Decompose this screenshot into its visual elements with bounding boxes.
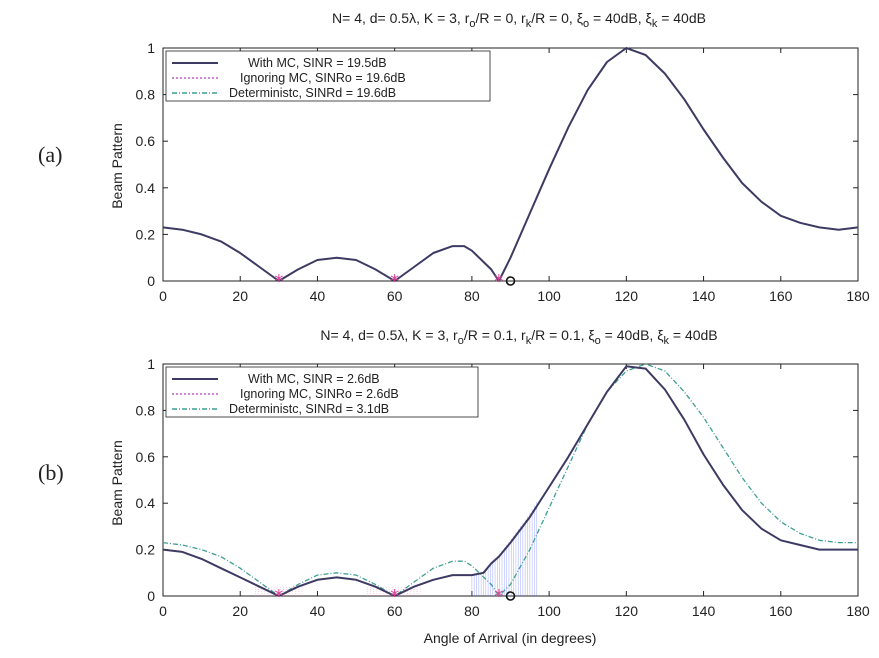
legend-box-a bbox=[165, 50, 491, 102]
x-tick-label: 40 bbox=[310, 288, 326, 304]
x-tick-label: 120 bbox=[615, 603, 639, 619]
target-marker bbox=[505, 591, 516, 601]
x-tick-label: 100 bbox=[537, 288, 561, 304]
x-axis-label-b: Angle of Arrival (in degrees) bbox=[424, 630, 597, 646]
series-line-with-mc bbox=[162, 365, 858, 597]
y-tick-label: 0.8 bbox=[136, 402, 156, 418]
y-axis-label-a: Beam Pattern bbox=[109, 123, 125, 209]
legend-box-b bbox=[165, 366, 479, 418]
null-marker: * bbox=[274, 586, 283, 607]
markers-a: * * * bbox=[274, 271, 516, 292]
legend-label-ignoring-mc-a: Ignoring MC, SINRo = 19.6dB bbox=[240, 71, 406, 85]
legend-b: With MC, SINR = 2.6dB Ignoring MC, SINRo… bbox=[165, 366, 479, 418]
x-tick-label: 160 bbox=[769, 288, 793, 304]
plot-frame-a bbox=[162, 47, 859, 282]
null-marker: * bbox=[494, 586, 503, 607]
x-tick-label: 60 bbox=[387, 603, 403, 619]
chart-title-b: N= 4, d= 0.5λ, K = 3, ro/R = 0.1, rk/R =… bbox=[320, 327, 717, 347]
null-marker: * bbox=[390, 586, 399, 607]
y-tick-label: 0 bbox=[147, 588, 155, 604]
y-tick-label: 0.4 bbox=[136, 180, 156, 196]
x-tick-label: 60 bbox=[387, 288, 403, 304]
ticks-b: 0 20 40 60 80 100 120 140 160 180 0 0.2 0.4 0.6 0.8 1 bbox=[136, 356, 870, 619]
x-tick-label: 120 bbox=[615, 288, 639, 304]
x-tick-label: 160 bbox=[769, 603, 793, 619]
y-tick-label: 0.4 bbox=[136, 495, 156, 511]
x-tick-label: 180 bbox=[846, 603, 870, 619]
y-tick-label: 0.6 bbox=[136, 133, 156, 149]
panel-a-chart: (a) N= 4, d= 0.5λ, K = 3, ro/R = 0, rk/R… bbox=[38, 10, 870, 304]
panel-label-a: (a) bbox=[38, 142, 62, 167]
target-marker bbox=[505, 276, 516, 286]
legend-label-with-mc-b: With MC, SINR = 2.6dB bbox=[248, 372, 380, 386]
markers-b: * * * bbox=[274, 586, 516, 607]
y-tick-label: 1 bbox=[147, 40, 155, 56]
series-a bbox=[162, 47, 859, 282]
x-tick-label: 20 bbox=[232, 288, 248, 304]
y-tick-label: 0.2 bbox=[136, 542, 156, 558]
null-marker: * bbox=[494, 271, 503, 292]
x-tick-label: 180 bbox=[846, 288, 870, 304]
x-tick-label: 0 bbox=[159, 603, 167, 619]
x-tick-label: 0 bbox=[159, 288, 167, 304]
x-tick-label: 80 bbox=[464, 603, 480, 619]
chart-title-a: N= 4, d= 0.5λ, K = 3, ro/R = 0, rk/R = 0… bbox=[332, 10, 706, 30]
legend-label-deterministic-b: Deterministc, SINRd = 3.1dB bbox=[229, 402, 389, 416]
legend-label-ignoring-mc-b: Ignoring MC, SINRo = 2.6dB bbox=[240, 387, 399, 401]
x-tick-label: 40 bbox=[310, 603, 326, 619]
x-tick-label: 140 bbox=[692, 603, 716, 619]
legend-label-with-mc-a: With MC, SINR = 19.5dB bbox=[248, 56, 387, 70]
null-marker: * bbox=[274, 271, 283, 292]
legend-a: With MC, SINR = 19.5dB Ignoring MC, SINR… bbox=[165, 50, 491, 102]
x-tick-label: 80 bbox=[464, 288, 480, 304]
y-tick-label: 1 bbox=[147, 356, 155, 372]
x-tick-label: 100 bbox=[537, 603, 561, 619]
null-marker: * bbox=[390, 271, 399, 292]
y-tick-label: 0.8 bbox=[136, 87, 156, 103]
plot-frame-b bbox=[162, 363, 859, 597]
series-b bbox=[162, 363, 858, 597]
ticks-a: 0 20 40 60 80 100 120 140 160 180 0 0.2 0.4 0.6 0.8 1 bbox=[136, 40, 870, 304]
x-tick-label: 140 bbox=[692, 288, 716, 304]
y-tick-label: 0 bbox=[147, 273, 155, 289]
x-tick-label: 20 bbox=[232, 603, 248, 619]
y-tick-label: 0.2 bbox=[136, 226, 156, 242]
panel-label-b: (b) bbox=[38, 460, 64, 485]
y-axis-label-b: Beam Pattern bbox=[109, 440, 125, 526]
panel-b-chart: (b) N= 4, d= 0.5λ, K = 3, ro/R = 0.1, rk… bbox=[38, 327, 870, 646]
y-tick-label: 0.6 bbox=[136, 449, 156, 465]
series-line-with-mc bbox=[162, 47, 859, 282]
shade-b bbox=[255, 501, 538, 596]
legend-label-deterministic-a: Deterministc, SINRd = 19.6dB bbox=[229, 86, 396, 100]
